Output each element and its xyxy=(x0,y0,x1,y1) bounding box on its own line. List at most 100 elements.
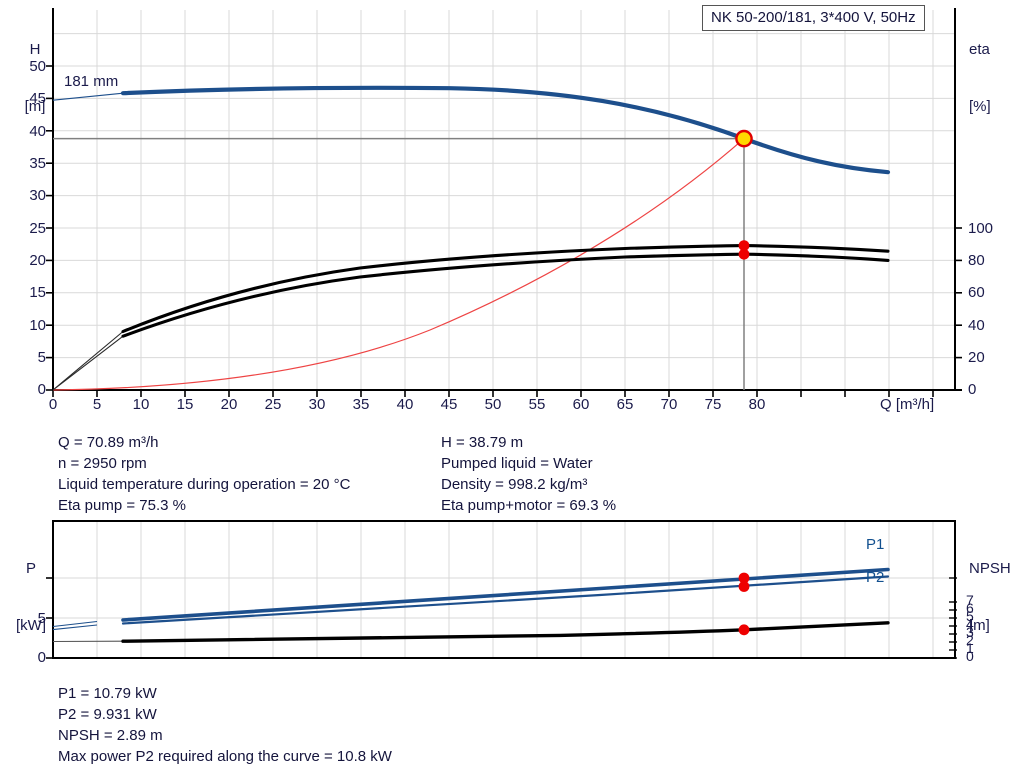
bottom-horizontal-gridlines xyxy=(53,577,955,619)
main-eta-tick-60: 60 xyxy=(968,284,985,301)
bottom-plot-area xyxy=(46,520,957,659)
npsh-tick-1: 1 xyxy=(966,640,974,656)
main-ytick-30: 30 xyxy=(29,187,46,204)
bottom-y-left-axis-unit: [kW] xyxy=(16,617,46,634)
eta-pump-curve xyxy=(121,244,890,334)
npsh-duty-marker xyxy=(738,624,750,636)
bottom-ytick-5: 5 xyxy=(37,610,46,627)
main-left-tickmarks xyxy=(46,65,53,391)
main-right-tickmarks xyxy=(955,227,962,391)
main-xtick-5: 5 xyxy=(92,396,102,413)
bottom-chart-frame xyxy=(52,520,956,659)
main-y-left-axis-unit: [m] xyxy=(24,98,46,115)
main-xtick-20: 20 xyxy=(220,396,238,413)
p2-curve-thin xyxy=(52,624,98,631)
eta-pump-motor-curve xyxy=(121,252,890,338)
main-ytick-15: 15 xyxy=(29,284,46,301)
main-ytick-25: 25 xyxy=(29,220,46,237)
head-curve xyxy=(120,85,891,175)
main-xtick-25: 25 xyxy=(264,396,282,413)
main-y-right-axis-name: eta xyxy=(969,41,990,58)
info-speed: n = 2950 rpm xyxy=(58,455,147,472)
main-xtick-65: 65 xyxy=(616,396,634,413)
duty-point-marker[interactable] xyxy=(735,129,753,148)
p1-curve xyxy=(121,567,890,622)
info-head: H = 38.79 m xyxy=(441,434,524,451)
main-xtick-15: 15 xyxy=(176,396,194,413)
main-horizontal-gridlines xyxy=(53,33,955,359)
main-xtick-70: 70 xyxy=(660,396,678,413)
main-ytick-35: 35 xyxy=(29,155,46,172)
main-xtick-10: 10 xyxy=(132,396,150,413)
info-liquid-temp: Liquid temperature during operation = 20… xyxy=(58,476,351,493)
main-eta-tick-100: 100 xyxy=(968,220,994,237)
main-ytick-20: 20 xyxy=(29,252,46,269)
main-eta-tick-0: 0 xyxy=(968,381,977,398)
chart-title-box: NK 50-200/181, 3*400 V, 50Hz xyxy=(702,5,925,31)
main-vertical-gridlines xyxy=(96,10,934,390)
info-npsh: NPSH = 2.89 m xyxy=(58,727,163,744)
npsh-tick-7: 7 xyxy=(966,592,974,608)
info-max-power: Max power P2 required along the curve = … xyxy=(58,748,392,765)
npsh-curve xyxy=(121,621,890,643)
bottom-y-right-axis-unit: [m] xyxy=(969,617,990,634)
p2-series-label: P2 xyxy=(866,569,885,586)
main-y-left-axis-name: H xyxy=(29,41,41,58)
info-eta-pump-motor: Eta pump+motor = 69.3 % xyxy=(441,497,617,514)
bottom-y-left-axis-name: P xyxy=(25,560,36,577)
main-eta-tick-20: 20 xyxy=(968,349,985,366)
main-ytick-40: 40 xyxy=(29,123,46,140)
eta-pump-duty-marker xyxy=(738,240,750,252)
npsh-tick-0: 0 xyxy=(966,648,974,664)
eta-pump-motor-curve-thin xyxy=(52,335,124,391)
head-efficiency-chart: H [m] eta [%] 0 5 10 15 20 25 30 35 40 4… xyxy=(18,2,1019,413)
system-curve xyxy=(52,138,745,391)
main-xtick-80: 80 xyxy=(748,396,766,413)
npsh-tick-3: 3 xyxy=(966,624,974,640)
main-xtick-45: 45 xyxy=(440,396,458,413)
main-eta-tick-80: 80 xyxy=(968,252,985,269)
main-xtick-55: 55 xyxy=(528,396,546,413)
bottom-y-left-axis-label: P [kW] xyxy=(10,521,52,673)
main-ytick-50: 50 xyxy=(29,58,46,75)
duty-info-right-column: H = 38.79 m Pumped liquid = Water Densit… xyxy=(441,432,616,516)
p1-series-label: P1 xyxy=(866,536,885,553)
info-density: Density = 998.2 kg/m³ xyxy=(441,476,588,493)
main-xtick-60: 60 xyxy=(572,396,590,413)
main-eta-tick-40: 40 xyxy=(968,317,985,334)
p1-duty-marker xyxy=(738,572,750,584)
info-p2: P2 = 9.931 kW xyxy=(58,706,157,723)
main-xtick-35: 35 xyxy=(352,396,370,413)
eta-pump-curve-thin xyxy=(52,331,124,391)
main-xtick-40: 40 xyxy=(396,396,414,413)
power-npsh-chart: P [kW] NPSH [m] 0 5 0 1 2 3 4 5 6 7 xyxy=(0,515,1024,685)
npsh-tick-5: 5 xyxy=(966,608,974,624)
info-eta-pump: Eta pump = 75.3 % xyxy=(58,497,186,514)
main-y-right-axis-unit: [%] xyxy=(969,98,991,115)
npsh-tick-6: 6 xyxy=(966,600,974,616)
main-ytick-10: 10 xyxy=(29,317,46,334)
main-ytick-0: 0 xyxy=(37,381,46,398)
p1-curve-thin xyxy=(52,620,98,628)
main-bottom-tickmarks xyxy=(52,390,934,397)
main-xtick-50: 50 xyxy=(484,396,502,413)
p2-curve xyxy=(121,575,890,625)
power-info-block: P1 = 10.79 kW P2 = 9.931 kW NPSH = 2.89 … xyxy=(58,683,392,767)
p2-duty-marker xyxy=(738,581,750,592)
impeller-diameter-label: 181 mm xyxy=(64,73,119,90)
bottom-y-right-axis-name: NPSH xyxy=(969,560,1011,577)
eta-pump-motor-duty-marker xyxy=(738,248,750,260)
info-flow: Q = 70.89 m³/h xyxy=(58,434,159,451)
info-pumped-liquid: Pumped liquid = Water xyxy=(441,455,593,472)
main-ytick-45: 45 xyxy=(29,90,46,107)
duty-info-left-column: Q = 70.89 m³/h n = 2950 rpm Liquid tempe… xyxy=(58,432,350,516)
main-y-right-axis-label: eta [%] xyxy=(969,2,1019,154)
npsh-tick-4: 4 xyxy=(966,616,974,632)
main-xtick-30: 30 xyxy=(308,396,326,413)
npsh-tick-2: 2 xyxy=(966,632,974,648)
main-ytick-5: 5 xyxy=(37,349,46,366)
main-y-left-axis-label: H [m] xyxy=(18,2,52,154)
head-curve-thin xyxy=(52,92,124,101)
main-plot-area xyxy=(46,8,962,397)
main-xtick-0: 0 xyxy=(48,396,58,413)
